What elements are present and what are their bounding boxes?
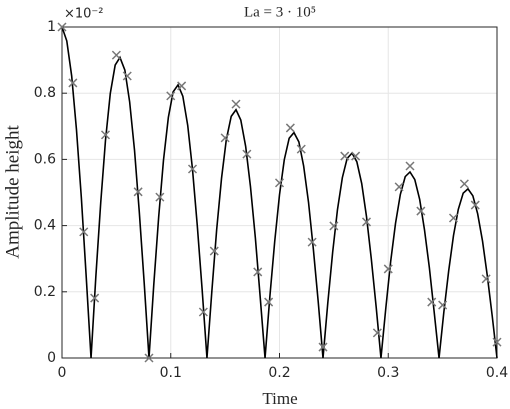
data-marker xyxy=(187,164,198,174)
data-marker xyxy=(470,200,480,210)
data-marker xyxy=(318,342,328,352)
data-marker xyxy=(285,123,295,133)
data-marker xyxy=(79,227,89,237)
data-marker xyxy=(459,179,469,189)
data-marker xyxy=(427,297,437,307)
data-marker xyxy=(448,213,459,223)
axis-multiplier: ×10⁻² xyxy=(64,7,104,22)
data-marker xyxy=(329,221,339,231)
data-marker xyxy=(68,78,78,88)
y-axis-label: Amplitude height xyxy=(2,125,23,259)
data-marker xyxy=(209,246,219,256)
y-tick-label: 0.8 xyxy=(34,85,56,101)
y-tick-label: 0.2 xyxy=(34,284,56,300)
data-marker xyxy=(307,237,317,247)
data-marker xyxy=(198,307,208,317)
data-marker xyxy=(253,267,263,277)
x-axis-label: Time xyxy=(262,389,297,408)
data-marker xyxy=(100,130,111,140)
data-line xyxy=(61,26,498,359)
data-marker xyxy=(122,71,132,81)
data-marker xyxy=(405,161,415,171)
data-marker xyxy=(340,151,350,161)
data-marker xyxy=(220,133,230,143)
data-marker xyxy=(242,149,252,159)
data-marker xyxy=(57,22,67,32)
y-tick-label: 0.6 xyxy=(34,151,56,167)
x-tick-label: 0.3 xyxy=(377,365,399,381)
y-tick-label: 0.4 xyxy=(34,218,56,234)
data-marker xyxy=(438,300,448,310)
data-marker xyxy=(166,91,176,101)
x-tick-label: 0.4 xyxy=(486,365,508,381)
y-tick-label: 1 xyxy=(47,19,56,35)
data-marker xyxy=(111,50,121,60)
plot-frame xyxy=(61,26,498,359)
chart-title: La = 3 · 10⁵ xyxy=(244,4,316,20)
data-marker xyxy=(394,182,404,192)
data-marker xyxy=(90,293,100,303)
data-marker xyxy=(492,337,502,347)
data-marker xyxy=(264,297,274,307)
data-marker xyxy=(481,274,491,284)
data-marker xyxy=(177,81,187,91)
x-tick-label: 0.2 xyxy=(268,365,290,381)
x-tick-label: 0 xyxy=(58,365,67,381)
data-marker xyxy=(383,264,393,274)
data-marker xyxy=(372,328,382,338)
data-marker xyxy=(416,206,426,216)
data-marker xyxy=(351,151,361,161)
x-tick-label: 0.1 xyxy=(160,365,182,381)
data-marker xyxy=(274,178,285,188)
data-marker xyxy=(155,192,165,202)
y-tick-label: 0 xyxy=(47,350,56,366)
data-marker xyxy=(144,353,154,363)
data-marker xyxy=(361,217,372,227)
data-marker xyxy=(231,99,241,109)
data-marker xyxy=(296,144,306,154)
data-marker xyxy=(133,187,143,197)
